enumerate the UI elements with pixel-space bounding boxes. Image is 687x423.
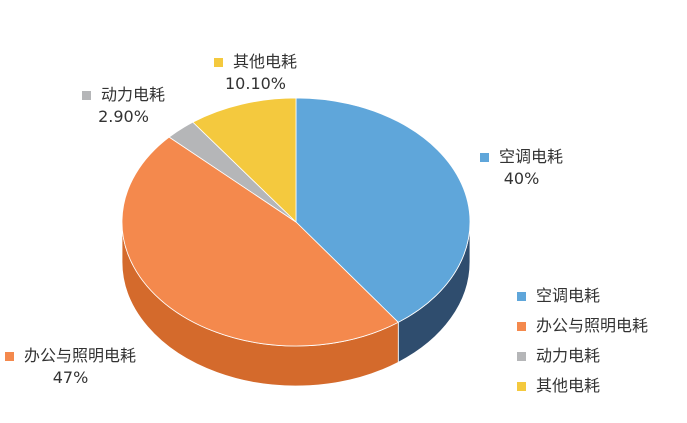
legend: 空调电耗 办公与照明电耗 动力电耗 其他电耗 xyxy=(517,281,648,401)
data-label-3: 其他电耗 10.10% xyxy=(214,51,297,95)
pie-slice-3 xyxy=(192,97,297,223)
legend-swatch xyxy=(214,58,223,67)
legend-swatch xyxy=(82,91,91,100)
pie-slice-1 xyxy=(121,136,399,347)
legend-item-0[interactable]: 空调电耗 xyxy=(517,281,648,311)
data-label-1: 办公与照明电耗 47% xyxy=(5,345,136,389)
legend-swatch xyxy=(480,153,489,162)
data-label-0: 空调电耗 40% xyxy=(480,146,563,190)
legend-item-2[interactable]: 动力电耗 xyxy=(517,341,648,371)
legend-item-3[interactable]: 其他电耗 xyxy=(517,371,648,401)
legend-item-1[interactable]: 办公与照明电耗 xyxy=(517,311,648,341)
legend-swatch xyxy=(5,352,14,361)
data-label-2: 动力电耗 2.90% xyxy=(82,84,165,128)
pie-slice-0 xyxy=(295,97,471,323)
